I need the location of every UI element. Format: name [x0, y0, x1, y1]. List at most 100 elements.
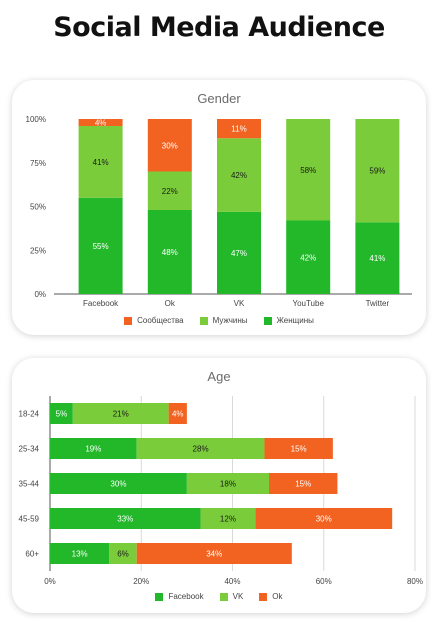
- bar-youtube-женщины: [286, 220, 331, 294]
- x-tick-label: Ok: [165, 299, 176, 308]
- bar-vk-женщины: [217, 211, 261, 294]
- bar-18-24-vk: [72, 403, 169, 424]
- x-tick-label: 0%: [44, 577, 56, 586]
- age-legend-swatch: [259, 592, 268, 601]
- age-legend-label: Ok: [272, 592, 283, 601]
- data-label: 22%: [162, 187, 178, 196]
- age-legend-item: Ok: [259, 592, 283, 601]
- bar-vk-сообщества: [217, 119, 261, 139]
- bar-35-44-ok: [269, 473, 338, 494]
- bar-25-34-vk: [136, 438, 265, 459]
- data-label: 59%: [369, 167, 385, 176]
- bar-25-34-ok: [264, 438, 333, 459]
- age-legend-swatch: [219, 592, 228, 601]
- age-legend-item: Facebook: [155, 592, 204, 601]
- data-label: 55%: [93, 242, 109, 251]
- data-label: 18%: [220, 480, 236, 489]
- bar-45-59-facebook: [50, 508, 201, 529]
- data-label: 15%: [295, 480, 311, 489]
- bar-18-24-ok: [168, 403, 187, 424]
- bar-ok-сообщества: [147, 119, 192, 172]
- x-tick-label: Facebook: [83, 299, 119, 308]
- gender-legend-item: Сообщества: [124, 316, 184, 325]
- data-label: 28%: [193, 445, 209, 454]
- data-label: 12%: [220, 515, 236, 524]
- data-label: 30%: [316, 515, 332, 524]
- bar-45-59-vk: [200, 508, 256, 529]
- gender-chart-card: Gender 0% 25% 50% 75% 100% 55% 41% 4% Facebook 48…: [12, 80, 426, 335]
- bar-facebook-сообщества: [78, 119, 123, 126]
- data-label: 11%: [231, 125, 246, 134]
- data-label: 30%: [110, 480, 126, 489]
- age-chart-title: Age: [207, 369, 231, 384]
- data-label: 19%: [85, 445, 101, 454]
- data-label: 47%: [231, 249, 247, 258]
- data-label: 6%: [117, 550, 129, 559]
- age-legend-label: VK: [232, 592, 244, 601]
- gender-legend-label: Мужчины: [212, 316, 248, 325]
- x-tick-label: YouTube: [292, 299, 324, 308]
- data-label: 41%: [369, 254, 385, 263]
- age-chart-card: Age 0% 20% 40% 60% 80% 5% 21% 4% 18-24 19% 28% 15% 2…: [12, 358, 426, 613]
- age-legend-item: VK: [219, 592, 244, 601]
- gender-chart: 0% 25% 50% 75% 100% 55% 41% 4% Facebook 48% 22% 30%…: [26, 115, 412, 308]
- data-label: 4%: [172, 410, 184, 419]
- x-tick-label: 20%: [133, 577, 149, 586]
- bar-60--vk: [109, 543, 137, 564]
- x-tick-label: VK: [234, 299, 245, 308]
- y-tick-label: 18-24: [19, 410, 40, 419]
- y-tick-label: 25%: [30, 246, 46, 255]
- x-tick-label: 80%: [407, 577, 423, 586]
- gender-legend-item: Женщины: [263, 316, 314, 325]
- bar-facebook-женщины: [78, 197, 123, 294]
- data-label: 33%: [117, 515, 133, 524]
- age-legend: Facebook VK Ok: [12, 592, 426, 601]
- data-label: 48%: [162, 248, 178, 257]
- x-tick-label: 40%: [224, 577, 240, 586]
- gender-legend-label: Сообщества: [137, 316, 184, 325]
- data-label: 58%: [300, 166, 316, 175]
- y-tick-label: 25-34: [19, 445, 40, 454]
- bar-18-24-facebook: [50, 403, 73, 424]
- bar-60--ok: [136, 543, 292, 564]
- age-legend-label: Facebook: [168, 592, 204, 601]
- age-chart: 0% 20% 40% 60% 80% 5% 21% 4% 18-24 19% 28% 15% 25-34…: [19, 396, 423, 586]
- y-tick-label: 35-44: [19, 480, 40, 489]
- bar-ok-мужчины: [147, 171, 192, 210]
- y-tick-label: 75%: [30, 159, 46, 168]
- page-title: Social Media Audience: [53, 12, 385, 43]
- y-tick-label: 45-59: [19, 515, 40, 524]
- bar-45-59-ok: [255, 508, 393, 529]
- bar-facebook-мужчины: [78, 126, 123, 198]
- gender-legend-swatch: [199, 316, 208, 325]
- data-label: 15%: [291, 445, 307, 454]
- gender-legend-swatch: [263, 316, 272, 325]
- bar-twitter-женщины: [355, 222, 400, 294]
- gender-legend: Сообщества Мужчины Женщины: [12, 316, 426, 325]
- y-tick-label: 0%: [34, 290, 46, 299]
- data-label: 13%: [72, 550, 88, 559]
- bar-ok-женщины: [147, 210, 192, 294]
- bar-twitter-мужчины: [355, 119, 400, 223]
- x-tick-label: 60%: [316, 577, 332, 586]
- gender-legend-item: Мужчины: [199, 316, 248, 325]
- data-label: 4%: [95, 119, 107, 128]
- age-legend-swatch: [155, 592, 164, 601]
- data-label: 5%: [56, 410, 68, 419]
- gender-legend-label: Женщины: [276, 316, 314, 325]
- bar-35-44-vk: [186, 473, 269, 494]
- gender-legend-swatch: [124, 316, 133, 325]
- y-tick-label: 60+: [25, 550, 39, 559]
- bar-60--facebook: [50, 543, 110, 564]
- gender-chart-title: Gender: [197, 91, 241, 106]
- y-tick-label: 100%: [26, 115, 46, 124]
- data-label: 41%: [93, 158, 109, 167]
- data-label: 42%: [231, 171, 247, 180]
- bar-youtube-мужчины: [286, 119, 331, 221]
- data-label: 34%: [206, 550, 222, 559]
- bar-25-34-facebook: [50, 438, 137, 459]
- data-label: 42%: [300, 253, 316, 262]
- y-tick-label: 50%: [30, 203, 46, 212]
- data-label: 21%: [113, 410, 129, 419]
- bar-vk-мужчины: [217, 138, 261, 212]
